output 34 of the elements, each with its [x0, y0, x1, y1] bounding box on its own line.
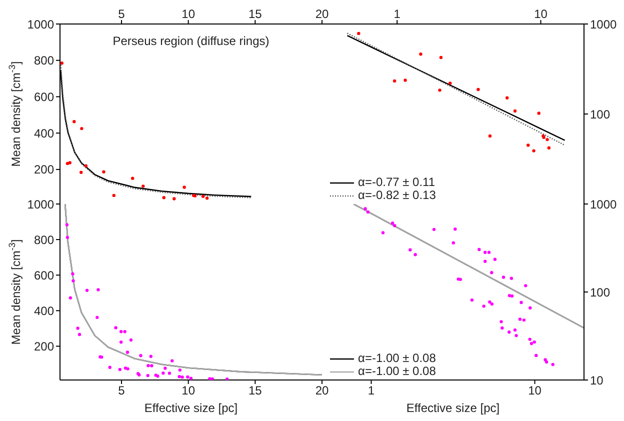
y-tick-label: 400 [34, 126, 54, 140]
x-tick-label: 20 [315, 7, 329, 21]
y-tick-label: 800 [34, 54, 54, 68]
legend-label: α=-0.77 ± 0.11 [358, 175, 436, 189]
x-tick-label: 5 [118, 384, 126, 398]
y-tick-label: 200 [34, 162, 54, 177]
y-tick-label: 1000 [590, 197, 618, 212]
legend-label: α=-0.82 ± 0.13 [358, 188, 436, 202]
y-tick-label: 600 [34, 90, 54, 104]
annotation: Perseus region (diffuse rings) [112, 34, 270, 48]
x-tick-label: 20 [315, 384, 329, 398]
x-tick-label: 15 [248, 7, 262, 21]
y-tick-label: 10 [590, 373, 604, 388]
x-tick-label: 10 [528, 384, 542, 398]
y-tick-label: 200 [34, 339, 54, 354]
y-tick-label: 100 [590, 107, 610, 122]
x-tick-label: 5 [118, 7, 126, 21]
y-tick-label: 100 [590, 285, 610, 300]
legend-label: α=-1.00 ± 0.08 [358, 364, 436, 378]
x-tick-label: 10 [182, 384, 196, 398]
x-tick-label: 1 [394, 7, 401, 21]
y-tick-label: 800 [34, 232, 54, 247]
y-tick-label: 1000 [27, 197, 54, 212]
x-tick-label: 10 [182, 7, 196, 21]
x-tick-label: 10 [534, 7, 548, 21]
legend-label: α=-1.00 ± 0.08 [358, 351, 436, 365]
x-axis-title: Effective size [pc] [406, 401, 500, 415]
x-tick-label: 15 [248, 384, 262, 398]
y-tick-label: 1000 [27, 17, 54, 32]
y-tick-label: 600 [34, 268, 54, 282]
x-tick-label: 1 [368, 384, 375, 398]
y-tick-label: 1000 [590, 17, 618, 32]
x-axis-title: Effective size [pc] [144, 401, 238, 415]
y-tick-label: 400 [34, 304, 54, 318]
